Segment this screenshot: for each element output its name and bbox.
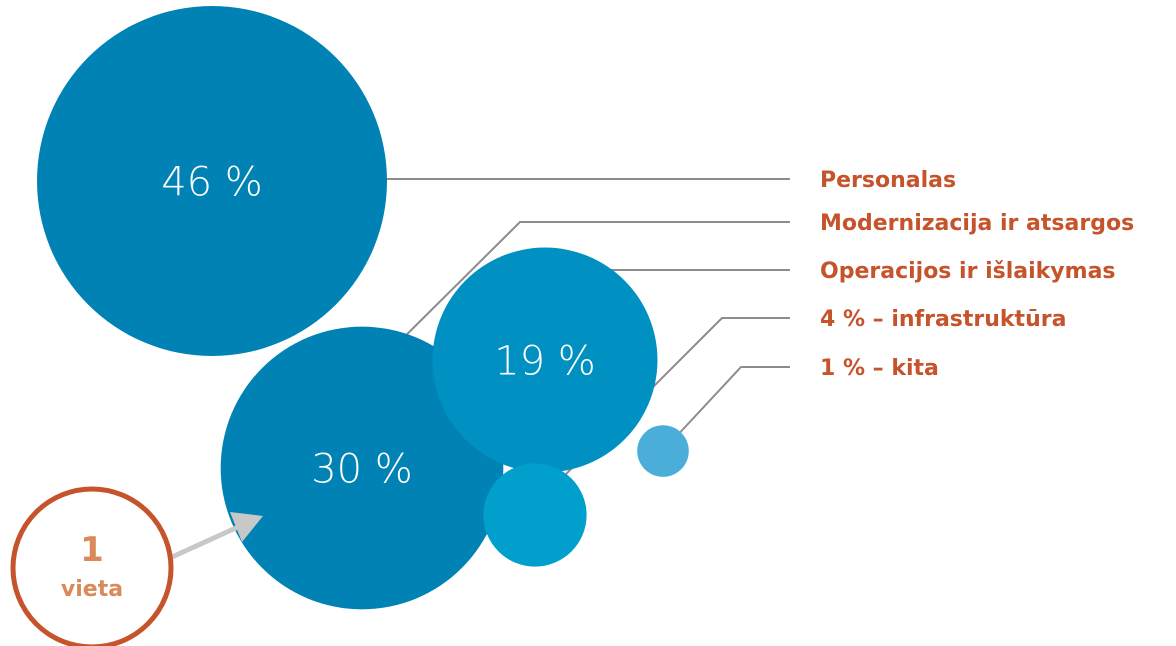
badge-arrow-head [230,512,263,542]
bubble-value-label: 30 % [311,446,413,492]
rank-badge: 1 vieta [10,486,263,646]
badge-number: 1 [80,530,104,570]
bubble [220,326,504,610]
bubble-value-label: 46 % [161,159,263,205]
legend: Personalas Modernizacija ir atsargos Opera… [820,168,1134,381]
legend-label: Personalas [820,168,956,193]
bubble [432,247,658,473]
badge-ring [10,486,174,646]
bubble [37,6,387,356]
bubble [483,463,587,567]
legend-label: Operacijos ir išlaikymas [820,259,1116,284]
bubbles: 46 % 30 % 19 % [37,6,689,610]
bubble [637,425,689,477]
legend-label: 1 % – kita [820,356,939,381]
legend-label: 4 % – infrastruktūra [820,307,1066,332]
badge-word: vieta [61,577,123,602]
badge-arrow-line [170,524,240,560]
bubble-value-label: 19 % [494,338,596,384]
leader-line [371,221,790,370]
legend-label: Modernizacija ir atsargos [820,211,1134,236]
leader-line [672,366,790,441]
